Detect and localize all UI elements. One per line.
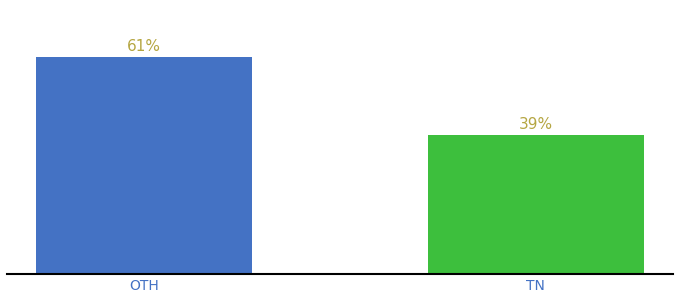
Bar bbox=[428, 135, 644, 274]
Text: 39%: 39% bbox=[519, 117, 553, 132]
Bar bbox=[36, 57, 252, 274]
Text: 61%: 61% bbox=[127, 39, 161, 54]
